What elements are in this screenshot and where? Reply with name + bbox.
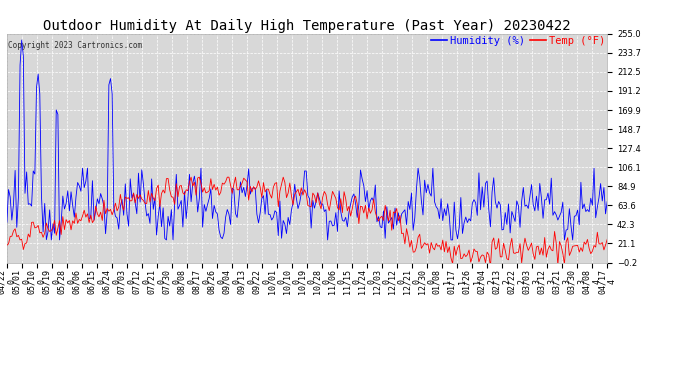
Title: Outdoor Humidity At Daily High Temperature (Past Year) 20230422: Outdoor Humidity At Daily High Temperatu…: [43, 19, 571, 33]
Legend: Humidity (%), Temp (°F): Humidity (%), Temp (°F): [431, 36, 605, 46]
Text: Copyright 2023 Cartronics.com: Copyright 2023 Cartronics.com: [8, 40, 142, 50]
